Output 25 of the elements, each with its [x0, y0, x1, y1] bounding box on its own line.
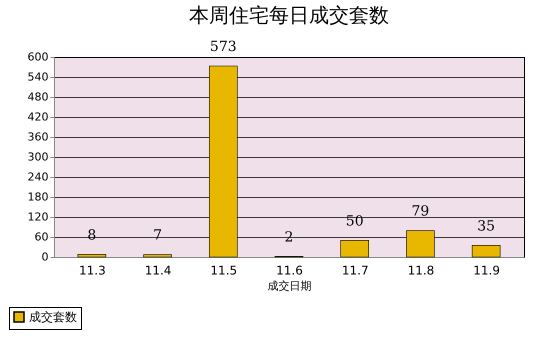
y-tick-label: 120 — [28, 210, 48, 224]
y-tick-label: 0 — [42, 250, 48, 264]
y-tick-label: 480 — [28, 90, 48, 104]
y-tick-label: 600 — [28, 50, 48, 64]
x-tick-label: 11.6 — [276, 264, 303, 278]
x-tick-label: 11.9 — [473, 264, 500, 278]
y-tick-label: 180 — [28, 190, 48, 204]
data-label: 79 — [412, 204, 430, 220]
x-tick-label: 11.3 — [79, 264, 106, 278]
x-tick-label: 11.7 — [342, 264, 369, 278]
y-tick-label: 540 — [28, 70, 48, 84]
data-label: 35 — [477, 218, 496, 234]
legend-label: 成交套数 — [29, 310, 77, 324]
y-tick-label: 360 — [28, 130, 48, 144]
y-tick-label: 60 — [34, 230, 48, 244]
data-label: 573 — [210, 39, 237, 55]
y-tick-label: 300 — [28, 150, 48, 164]
data-label: 50 — [346, 213, 364, 230]
y-tick-label: 420 — [28, 110, 48, 124]
y-tick-label: 240 — [28, 170, 48, 184]
x-tick-label: 11.4 — [144, 264, 172, 278]
x-tick-label: 11.8 — [408, 264, 434, 278]
x-axis-title: 成交日期 — [268, 280, 312, 292]
x-tick-label: 11.5 — [210, 264, 238, 278]
chart-title: 本周住宅每日成交套数 — [189, 3, 389, 27]
